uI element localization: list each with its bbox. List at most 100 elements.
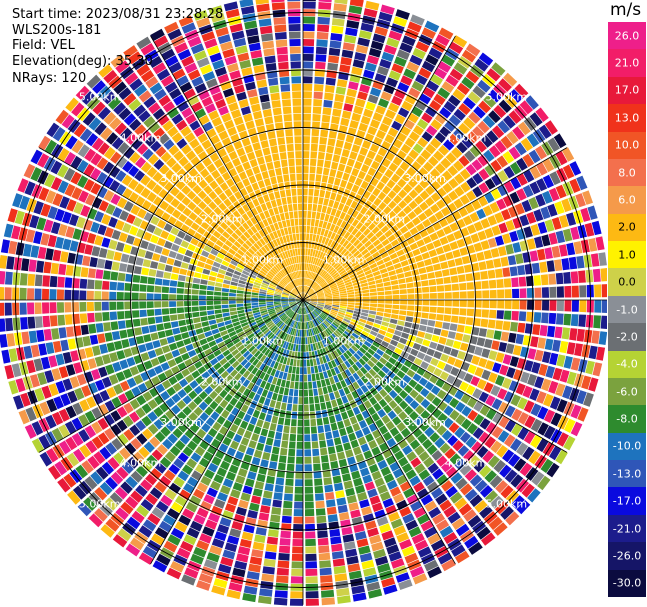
range-gate [303,113,311,121]
range-gate [339,290,347,294]
range-gate [289,282,295,289]
range-gate [440,206,451,217]
range-gate [187,201,197,211]
range-gate [135,335,145,345]
range-gate [332,304,340,308]
range-gate [329,334,336,342]
range-gate [265,252,272,260]
range-gate [297,248,301,256]
range-gate [374,73,387,83]
range-gate [255,173,263,182]
range-gate [408,189,419,199]
range-gate [335,317,343,322]
range-gate [511,495,525,509]
range-gate [91,137,104,151]
range-gate [434,132,447,144]
range-gate [293,271,297,279]
range-gate [430,192,441,203]
range-gate [319,251,324,259]
range-gate [276,309,283,314]
range-gate [293,396,298,404]
range-gate [36,217,47,231]
range-gate [226,267,235,274]
range-ring-label: 4.00km [445,457,487,470]
range-gate [527,373,537,386]
range-gate [266,261,273,269]
range-gate [264,382,271,391]
range-gate [193,206,203,216]
range-gate [327,514,338,523]
range-gate [412,47,426,60]
range-ring-label: 5.00km [486,91,528,104]
range-gate [390,518,404,529]
range-gate [185,113,197,125]
range-gate [247,201,255,210]
range-gate [198,179,208,189]
range-gate [434,270,443,278]
range-gate [329,258,336,265]
range-gate [298,307,301,314]
range-gate [286,403,293,411]
range-gate [410,348,419,357]
range-gate [296,300,303,302]
range-gate [277,462,286,471]
range-gate [385,455,397,466]
range-gate [413,206,423,216]
range-gate [471,262,480,272]
range-gate [47,206,58,220]
range-gate [143,96,157,109]
range-gate [117,311,125,320]
range-gate [454,458,467,471]
range-gate [215,282,223,288]
range-gate [365,433,374,443]
range-gate [161,248,170,257]
range-gate [94,235,104,246]
range-gate [347,225,355,233]
range-gate [378,201,387,211]
range-gate [79,128,93,142]
range-gate [146,179,157,191]
range-gate [243,327,252,334]
range-gate [288,283,294,289]
range-gate [322,310,330,315]
range-gate [332,558,345,567]
range-gate [108,239,118,250]
range-gate [408,526,422,538]
range-gate [218,202,227,212]
range-gate [510,438,522,452]
range-gate [337,186,345,195]
range-gate [368,333,376,341]
range-gate [325,298,333,300]
range-gate [343,103,354,112]
range-gate [442,194,452,205]
range-gate [501,209,511,221]
range-gate [233,200,241,210]
range-gate [521,199,532,213]
range-gate [393,194,403,204]
range-gate [316,515,327,524]
range-gate [423,354,433,363]
range-gate [279,409,286,418]
range-gate [304,285,306,293]
range-gate [363,157,373,167]
range-gate [203,206,213,215]
range-gate [322,322,328,329]
range-gate [264,154,273,163]
range-gate [261,33,274,42]
range-gate [534,349,544,362]
range-gate [165,397,176,408]
range-gate [101,376,112,388]
range-gate [266,536,278,545]
range-gate [169,287,177,294]
range-gate [255,360,263,369]
range-gate [132,217,143,227]
range-gate [222,349,231,357]
range-gate [327,446,336,455]
range-gate [433,350,442,360]
range-gate [361,237,369,245]
range-gate [450,348,459,358]
range-gate [154,527,169,539]
range-gate [325,255,331,263]
range-gate [374,255,382,262]
range-gate [97,417,109,430]
